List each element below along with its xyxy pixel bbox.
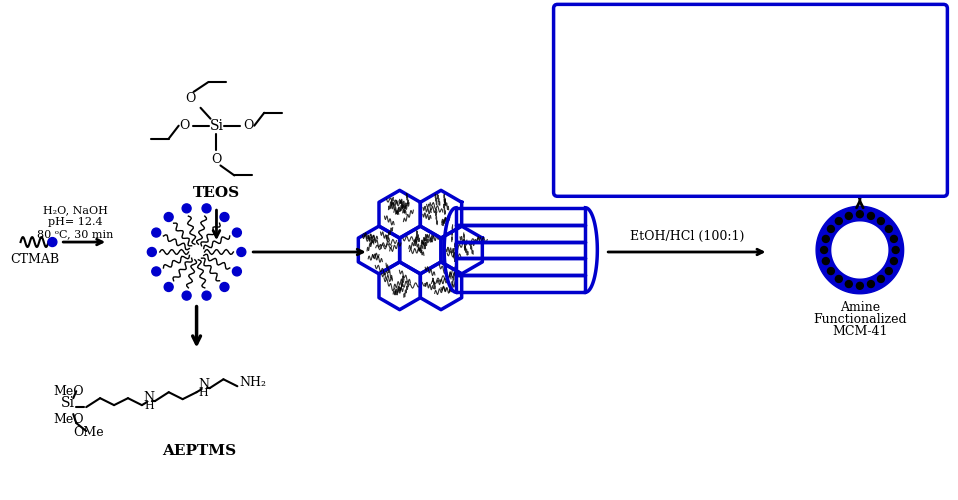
Text: NH₂: NH₂ xyxy=(240,376,266,389)
Text: N: N xyxy=(670,126,680,139)
Polygon shape xyxy=(833,222,888,278)
Text: O: O xyxy=(585,56,595,66)
Circle shape xyxy=(845,212,853,220)
Circle shape xyxy=(828,268,834,274)
Circle shape xyxy=(164,282,173,292)
Circle shape xyxy=(148,248,156,256)
Text: OMe: OMe xyxy=(73,426,103,440)
Text: O: O xyxy=(585,64,595,74)
Circle shape xyxy=(885,226,892,232)
Text: N: N xyxy=(724,46,735,59)
Circle shape xyxy=(151,228,161,237)
Circle shape xyxy=(151,267,161,276)
Text: EtOH/HCl (100:1): EtOH/HCl (100:1) xyxy=(629,230,744,242)
Circle shape xyxy=(892,246,900,254)
Circle shape xyxy=(835,218,842,224)
FancyBboxPatch shape xyxy=(554,4,947,196)
Circle shape xyxy=(878,276,884,282)
Text: NH₂: NH₂ xyxy=(765,110,793,123)
Text: H: H xyxy=(670,136,680,145)
Circle shape xyxy=(202,204,211,213)
Text: N: N xyxy=(198,378,209,391)
Text: O: O xyxy=(243,119,254,132)
Text: Amine: Amine xyxy=(840,301,880,314)
Text: O: O xyxy=(585,138,595,148)
Text: Si: Si xyxy=(599,135,611,148)
Circle shape xyxy=(164,212,173,222)
Circle shape xyxy=(233,228,241,237)
Circle shape xyxy=(845,280,853,287)
Text: CTMAB: CTMAB xyxy=(10,254,59,266)
Text: TEOS: TEOS xyxy=(193,186,240,200)
Text: AEPTMS: AEPTMS xyxy=(163,444,237,458)
Text: N: N xyxy=(724,113,735,126)
Circle shape xyxy=(835,276,842,282)
Circle shape xyxy=(867,280,875,287)
Text: H: H xyxy=(198,388,209,398)
Text: Si: Si xyxy=(599,68,611,80)
Circle shape xyxy=(237,248,246,256)
Text: H: H xyxy=(724,122,735,132)
Circle shape xyxy=(821,246,828,254)
Circle shape xyxy=(890,258,898,264)
Text: O: O xyxy=(585,71,595,81)
Text: Si: Si xyxy=(61,396,76,410)
Text: H: H xyxy=(144,401,153,411)
Text: O: O xyxy=(179,119,190,132)
Polygon shape xyxy=(816,206,903,294)
Text: 80 ᵒC, 30 min: 80 ᵒC, 30 min xyxy=(37,229,113,239)
Circle shape xyxy=(856,282,863,290)
Text: H: H xyxy=(724,55,735,65)
Circle shape xyxy=(856,210,863,218)
Text: Si: Si xyxy=(210,118,223,132)
Text: O: O xyxy=(585,124,595,134)
Text: MeO: MeO xyxy=(53,384,83,398)
Text: O: O xyxy=(212,153,221,166)
Circle shape xyxy=(828,226,834,232)
Text: N: N xyxy=(144,390,154,404)
Circle shape xyxy=(202,291,211,300)
Text: O: O xyxy=(585,132,595,141)
Circle shape xyxy=(233,267,241,276)
Circle shape xyxy=(182,204,191,213)
Circle shape xyxy=(182,291,191,300)
Text: Functionalized: Functionalized xyxy=(813,313,906,326)
Circle shape xyxy=(220,282,229,292)
Circle shape xyxy=(822,258,830,264)
Circle shape xyxy=(220,212,229,222)
Circle shape xyxy=(867,212,875,220)
Text: H₂O, NaOH: H₂O, NaOH xyxy=(43,205,107,215)
Text: MCM-41: MCM-41 xyxy=(833,325,888,338)
Text: NH₂: NH₂ xyxy=(765,42,793,56)
Text: pH= 12.4: pH= 12.4 xyxy=(48,217,103,227)
Circle shape xyxy=(48,238,57,246)
Text: H: H xyxy=(670,68,680,78)
Circle shape xyxy=(885,268,892,274)
Circle shape xyxy=(822,236,830,242)
Circle shape xyxy=(890,236,898,242)
Text: MeO: MeO xyxy=(53,412,83,426)
Text: N: N xyxy=(670,58,680,71)
Text: O: O xyxy=(186,92,195,106)
Circle shape xyxy=(878,218,884,224)
